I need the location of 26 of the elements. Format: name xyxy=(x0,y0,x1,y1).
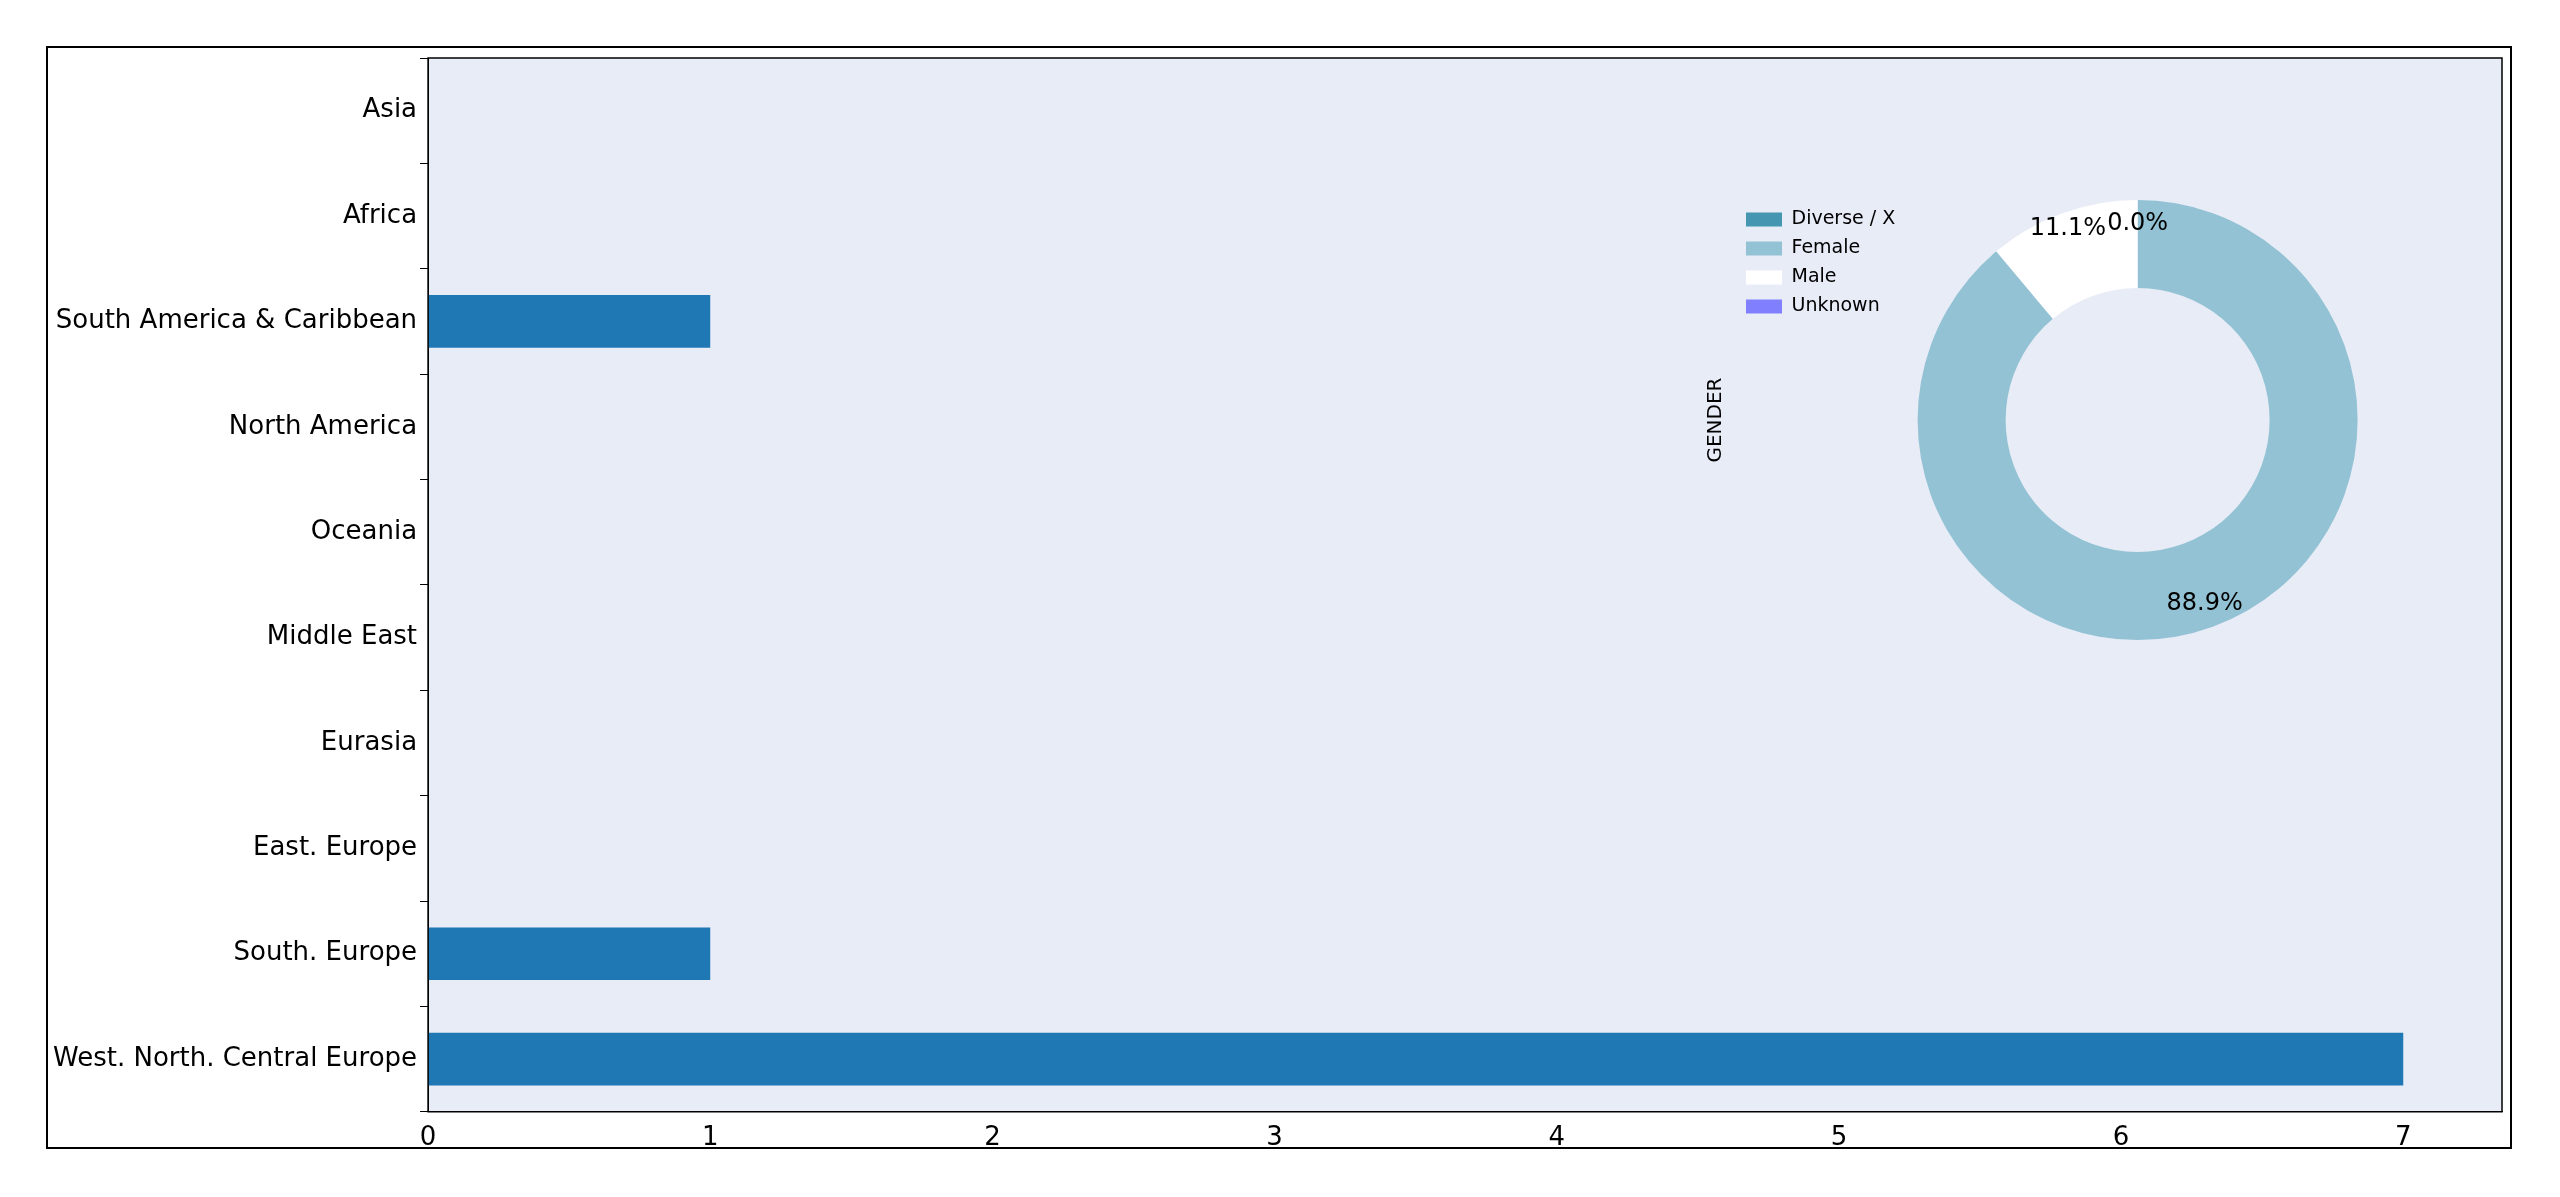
x-tick-label: 1 xyxy=(701,1121,719,1152)
y-tick-label: Middle East xyxy=(266,620,418,651)
y-tick-label: East. Europe xyxy=(253,831,418,862)
x-tick-label: 4 xyxy=(1548,1121,1566,1152)
x-tick-label: 7 xyxy=(2394,1121,2412,1152)
y-tick-label: Asia xyxy=(362,93,418,124)
data-label: 88.9% xyxy=(2166,588,2243,617)
y-tick-label: North America xyxy=(228,409,418,440)
legend-label: Male xyxy=(1791,264,1837,287)
y-tick-label: South America & Caribbean xyxy=(55,304,418,335)
data-label: 11.1% xyxy=(2029,212,2107,241)
x-tick-label: 6 xyxy=(2112,1121,2130,1152)
y-tick-label: Africa xyxy=(342,198,418,229)
text: GENDER xyxy=(1702,377,1727,463)
y-tick-label: South. Europe xyxy=(233,936,418,967)
x-tick-label: 3 xyxy=(1266,1121,1283,1152)
x-tick-label: 2 xyxy=(984,1121,1001,1152)
y-tick-label: West. North. Central Europe xyxy=(52,1041,418,1072)
x-tick-label: 0 xyxy=(419,1121,437,1152)
legend-label: Unknown xyxy=(1791,293,1880,316)
y-tick-label: Eurasia xyxy=(320,725,418,756)
legend-label: Diverse / X xyxy=(1791,206,1896,229)
y-tick-label: Oceania xyxy=(310,514,418,545)
x-tick-label: 5 xyxy=(1830,1121,1848,1152)
text: 0.0% xyxy=(2107,208,2169,237)
legend-label: Female xyxy=(1791,235,1861,258)
